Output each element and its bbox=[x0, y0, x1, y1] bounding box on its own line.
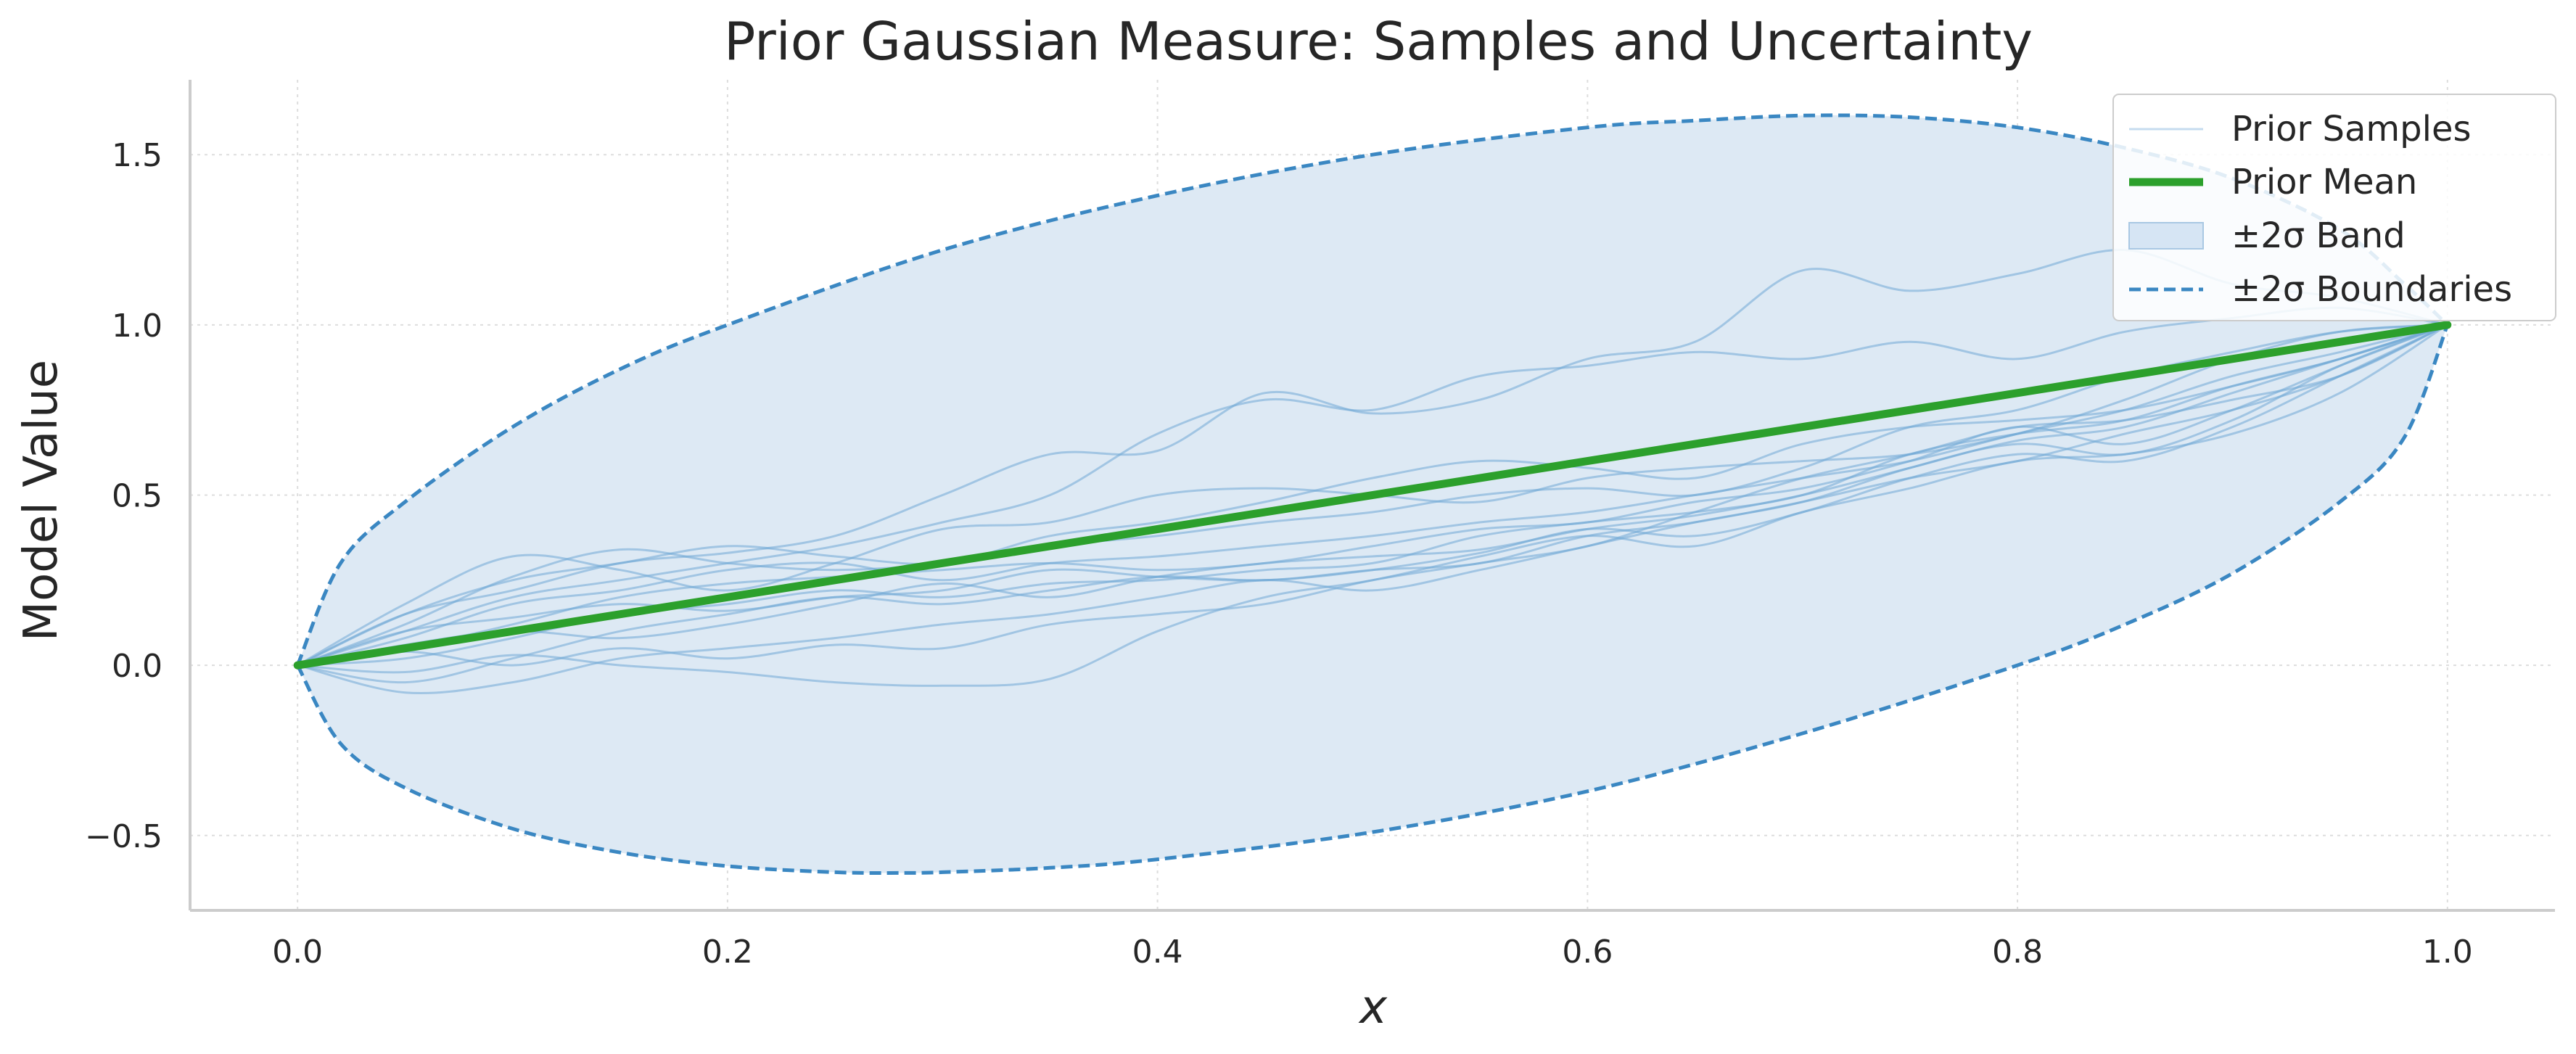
x-tick-label-4: 0.8 bbox=[1992, 934, 2043, 971]
x-tick-label-1: 0.2 bbox=[702, 934, 753, 971]
lower-boundary bbox=[296, 324, 2450, 876]
y-tick-label-1: 0.0 bbox=[112, 648, 162, 685]
y-tick-labels: −0.5 0.0 0.5 1.0 1.5 bbox=[85, 137, 162, 855]
legend-label-samples: Prior Samples bbox=[2231, 109, 2472, 149]
prior-sample-5 bbox=[297, 324, 2448, 667]
y-tick-label-3: 1.0 bbox=[112, 308, 162, 345]
y-tick-label-4: 1.5 bbox=[112, 137, 162, 174]
legend-box bbox=[2112, 94, 2556, 321]
legend: Prior Samples Prior Mean ±2σ Band ±2σ Bo… bbox=[2112, 94, 2556, 321]
legend-swatch-band bbox=[2128, 222, 2204, 250]
x-tick-labels: 0.0 0.2 0.4 0.6 0.8 1.0 bbox=[272, 934, 2473, 971]
y-tick-label-2: 0.5 bbox=[112, 478, 162, 515]
prior-sample-0 bbox=[297, 249, 2448, 667]
prior-sample-10 bbox=[297, 324, 2448, 667]
spines bbox=[189, 80, 2555, 912]
legend-label-band: ±2σ Band bbox=[2231, 215, 2406, 256]
y-axis-label: Model Value bbox=[15, 360, 68, 641]
x-tick-label-0: 0.0 bbox=[272, 934, 323, 971]
legend-label-mean: Prior Mean bbox=[2231, 162, 2417, 202]
x-axis-label: x bbox=[1358, 981, 1388, 1034]
prior-sample-3 bbox=[297, 324, 2448, 667]
prior-sample-12 bbox=[297, 324, 2448, 667]
mean-layer bbox=[293, 321, 2452, 670]
x-tick-label-3: 0.6 bbox=[1562, 934, 1613, 971]
boundary-layer bbox=[295, 113, 2450, 876]
samples-layer bbox=[297, 249, 2448, 695]
chart-title: Prior Gaussian Measure: Samples and Unce… bbox=[724, 11, 2033, 72]
legend-label-boundaries: ±2σ Boundaries bbox=[2231, 269, 2512, 310]
prior-sample-4 bbox=[297, 324, 2448, 667]
prior-sample-8 bbox=[297, 324, 2448, 695]
prior-sample-13 bbox=[297, 324, 2448, 667]
prior-mean-line bbox=[293, 321, 2452, 670]
x-tick-label-5: 1.0 bbox=[2422, 934, 2473, 971]
y-tick-label-0: −0.5 bbox=[85, 818, 162, 855]
prior-sample-1 bbox=[297, 306, 2448, 667]
x-tick-label-2: 0.4 bbox=[1132, 934, 1183, 971]
